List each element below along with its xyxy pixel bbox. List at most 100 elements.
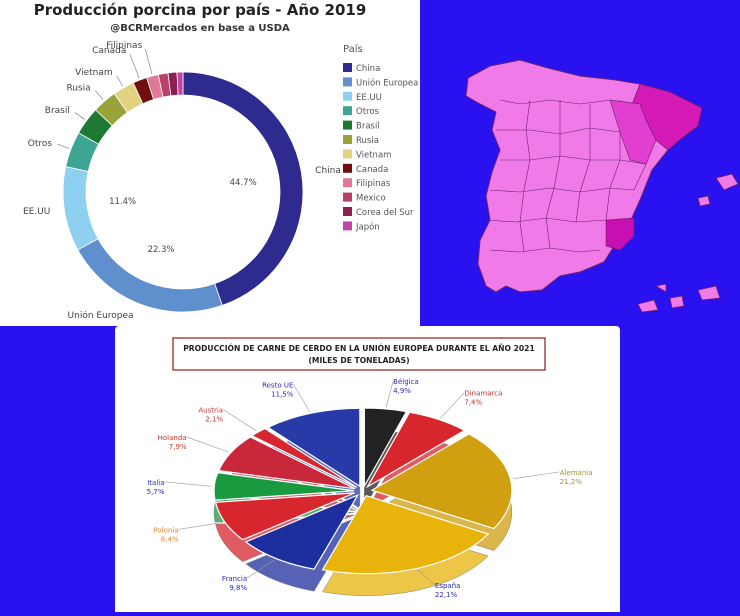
pie3d-label-espana: España: [435, 582, 461, 590]
legend-item-brasil[interactable]: Brasil: [343, 120, 380, 132]
pie3d-leader-italia: [164, 481, 212, 487]
pie3d-label-italia: Italia: [147, 479, 164, 487]
legend-label: Corea del Sur: [356, 208, 414, 218]
legend-label: Rusia: [356, 136, 379, 146]
pie3d-value-austria: 2,1%: [205, 415, 223, 423]
legend-item-canada[interactable]: Canada: [343, 163, 388, 175]
pie3d-slice-holanda: [217, 436, 356, 490]
legend-item-corea-del-sur[interactable]: Corea del Sur: [343, 207, 414, 218]
pie3d-leader-holanda: [186, 436, 229, 453]
pie3d-slice-francia: [244, 493, 360, 570]
pie3d-value-belgica: 4,9%: [393, 387, 411, 395]
pie3d-slice-alemania: [370, 433, 513, 530]
pie3d-leader-polonia: [178, 522, 223, 530]
donut-slice-china: [182, 71, 304, 306]
legend-label: Otros: [356, 107, 380, 117]
legend-label: China: [356, 64, 380, 74]
pie3d-value-alemania: 21,2%: [560, 478, 583, 486]
pie3d-leader-belgica: [385, 380, 394, 408]
pie3d-value-italia: 5,7%: [147, 488, 165, 496]
donut-slice-ee-uu: [62, 166, 99, 251]
slice-label-rusia: Rusia: [66, 84, 90, 94]
legend-swatch: [343, 91, 352, 101]
pie3d-value-dinamarca: 7,4%: [464, 399, 482, 407]
legend-swatch: [343, 135, 352, 144]
pie-title: PRODUCCIÓN DE CARNE DE CERDO EN LA UNIÓN…: [183, 344, 535, 353]
balearic-islands: [697, 173, 739, 207]
pie3d-leader-francia: [246, 559, 275, 579]
pie3d-value-polonia: 8,4%: [161, 535, 179, 543]
pie3d-label-alemania: Alemania: [560, 469, 593, 477]
legend-item-ee-uu[interactable]: EE.UU: [343, 91, 382, 103]
legend-item-japon[interactable]: Japón: [343, 221, 380, 232]
pie3d-slice-polonia: [214, 492, 355, 541]
pie3d-label-resto-ue: Resto UE: [262, 381, 293, 389]
slice-label-vietnam: Vietnam: [75, 68, 113, 78]
legend-label: Unión Europea: [356, 77, 418, 88]
legend-item-china[interactable]: China: [343, 63, 380, 74]
pie3d-value-resto-ue: 11,5%: [271, 390, 294, 398]
pie-title-box: [172, 337, 546, 371]
legend-label: Mexico: [356, 194, 386, 204]
pie3d-label-belgica: Bélgica: [393, 378, 419, 386]
pie3d-slice-belgica: [363, 407, 408, 489]
eu-pork-pie-chart: PRODUCCIÓN DE CARNE DE CERDO EN LA UNIÓN…: [147, 337, 593, 599]
pie3d-leader-espana: [417, 569, 436, 586]
pie3d-leader-dinamarca: [440, 392, 465, 419]
pie3d-slice-italia: [213, 472, 355, 501]
pie3d-label-francia: Francia: [222, 575, 247, 583]
legend-label: EE.UU: [356, 93, 382, 103]
slice-label-brasil: Brasil: [45, 106, 70, 116]
slice-label-otros: Otros: [28, 139, 53, 149]
legend-item-filipinas[interactable]: Filipinas: [343, 178, 391, 189]
legend-item-otros[interactable]: Otros: [343, 106, 380, 117]
pie3d-slice-resto-ue: [266, 407, 361, 488]
legend-item-vietnam[interactable]: Vietnam: [343, 149, 391, 160]
legend-swatch: [343, 63, 352, 72]
pie3d-value-espana: 22,1%: [435, 591, 458, 599]
slice-label-china: China: [315, 166, 341, 176]
legend-swatch: [343, 221, 352, 231]
slice-label-canada: Canada: [92, 46, 126, 56]
value-label-union-europea: 22.3%: [148, 245, 175, 255]
leader-line-otros: [57, 143, 70, 149]
aragon-region: [609, 99, 657, 165]
legend-item-rusia[interactable]: Rusia: [343, 135, 379, 146]
donut-subtitle: @BCRMercados en base a USDA: [110, 23, 290, 34]
legend-swatch: [343, 192, 352, 202]
slice-label-filipinas: Filipinas: [106, 41, 142, 51]
legend-title: País: [343, 43, 363, 55]
pie3d-label-holanda: Holanda: [158, 434, 187, 442]
pie3d-label-dinamarca: Dinamarca: [464, 390, 502, 398]
pie3d-value-holanda: 7,9%: [169, 443, 187, 451]
pie3d-value-francia: 9,8%: [229, 584, 247, 592]
legend-label: Canada: [356, 165, 388, 175]
legend-item-mexico[interactable]: Mexico: [343, 192, 386, 204]
leader-line-filipinas: [144, 48, 153, 75]
pie3d-label-polonia: Polonia: [153, 526, 178, 534]
legend-label: Brasil: [356, 122, 380, 132]
donut-slice-japon: [176, 71, 184, 96]
spain-provinces-map: [465, 59, 739, 313]
legend-swatch: [343, 207, 352, 216]
leader-line-canada: [129, 53, 140, 79]
legend-swatch: [343, 77, 352, 87]
province-borders: [485, 99, 657, 253]
legend-swatch: [343, 106, 352, 116]
legend-swatch: [343, 178, 352, 188]
slice-label-union-europea: Unión Europea: [68, 310, 134, 321]
leader-line-rusia: [95, 90, 104, 100]
pie3d-slice-dinamarca: [365, 411, 466, 489]
legend-swatch: [343, 120, 352, 130]
murcia-region: [605, 217, 635, 251]
pie3d-leader-austria: [222, 409, 257, 432]
value-label-china: 44.7%: [230, 178, 257, 188]
legend-swatch: [343, 163, 352, 173]
legend-label: Filipinas: [356, 179, 391, 189]
slice-label-ee-uu: EE.UU: [23, 207, 50, 217]
legend-label: Japón: [355, 221, 380, 232]
donut-chart-panel: Producción porcina por país - Año 2019 @…: [0, 0, 420, 326]
legend-item-union-europea[interactable]: Unión Europea: [343, 77, 418, 88]
leader-line-vietnam: [116, 75, 123, 87]
legend-swatch: [343, 149, 352, 159]
